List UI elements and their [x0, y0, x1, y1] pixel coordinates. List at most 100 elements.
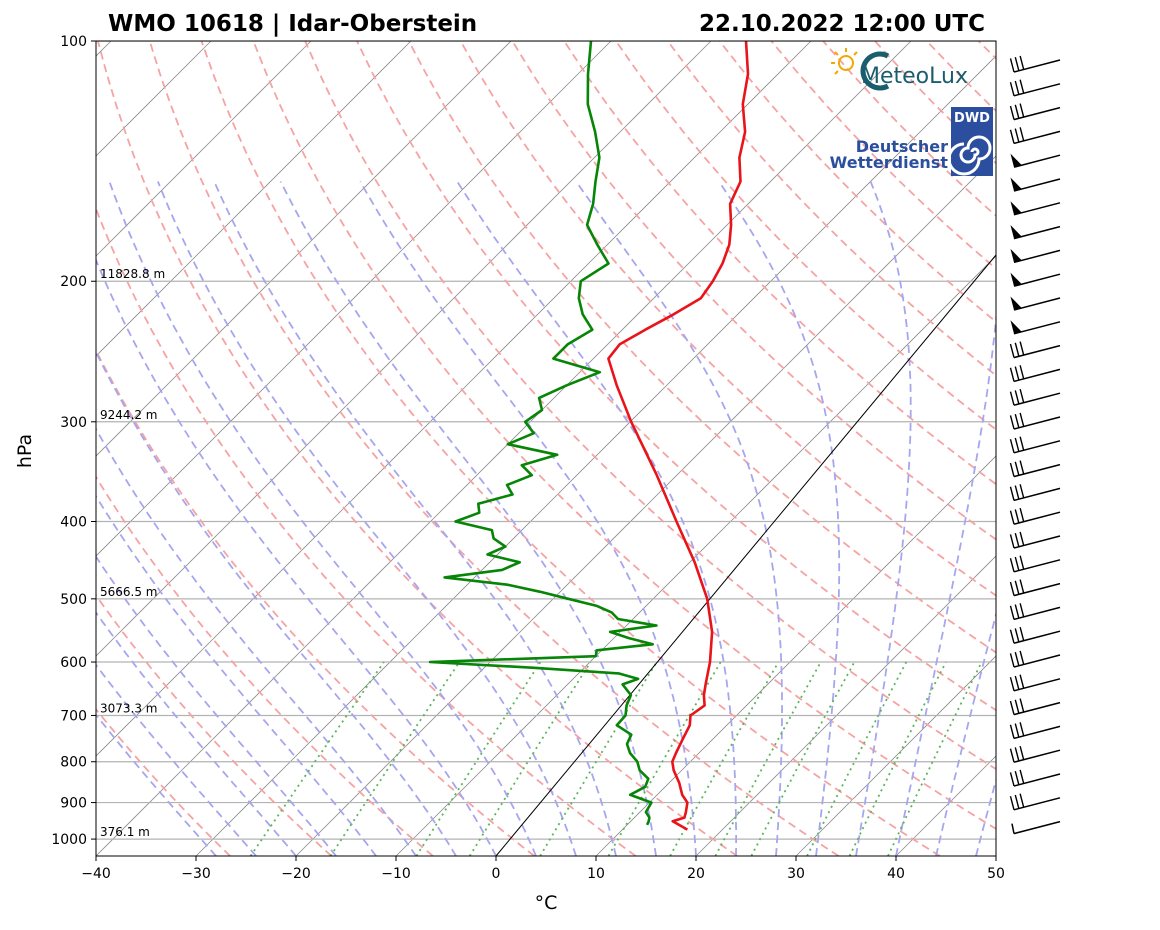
wind-barb-icon [1010, 104, 1060, 120]
wind-barb-icon [1012, 822, 1060, 834]
wind-barb-icon [1010, 484, 1060, 500]
moist-adiabat-line [109, 182, 536, 857]
moist-adiabat-line [576, 182, 782, 857]
dry-adiabat-line [46, 41, 636, 856]
wind-barb-icon [1010, 201, 1060, 215]
wind-barb-icon [1010, 320, 1060, 334]
sun-icon [831, 48, 857, 74]
wind-barb-icon [1010, 154, 1060, 168]
moist-adiabat-line [0, 182, 296, 857]
x-tick-label: 20 [687, 866, 705, 882]
isotherm-line [0, 41, 411, 856]
meteolux-logo: MeteoLux [831, 48, 968, 89]
wind-barb-icon [1010, 225, 1060, 239]
meteolux-wordmark: MeteoLux [861, 64, 968, 89]
wind-barb-icon [1010, 249, 1060, 263]
x-tick-label: 30 [787, 866, 805, 882]
mixing-ratio-line [331, 662, 460, 856]
x-tick-label: 50 [987, 866, 1005, 882]
wind-barb-icon [1010, 389, 1060, 405]
moist-adiabat-line [856, 182, 911, 857]
dry-adiabat-line [0, 41, 331, 856]
wind-barb-icon [1010, 177, 1060, 191]
dwd-name-line2: Wetterdienst [830, 153, 949, 172]
wind-barb-icon [1010, 651, 1060, 667]
height-label: 5666.5 m [100, 585, 158, 599]
dry-adiabat-line [461, 41, 1160, 856]
x-tick-label: −30 [181, 866, 211, 882]
x-tick-label: −40 [81, 866, 111, 882]
wind-barb-icon [1010, 699, 1060, 715]
x-tick-label: 40 [887, 866, 905, 882]
wind-barb-icon [1010, 794, 1060, 810]
y-axis-label: hPa [14, 434, 36, 468]
y-tick-label: 100 [60, 34, 87, 50]
wind-barb-icon [1010, 722, 1060, 738]
x-axis-ticks: −40 −30 −20 −10 0 10 20 30 40 50 [81, 856, 1005, 882]
x-axis-label: °C [535, 892, 558, 914]
y-tick-label: 300 [60, 415, 87, 431]
wind-barb-icon [1010, 556, 1060, 572]
wind-barb-icon [1010, 127, 1060, 143]
mixing-ratio-line [251, 662, 384, 856]
dwd-logo: Deutscher Wetterdienst DWD [830, 107, 993, 176]
wind-barb-icon [1010, 342, 1060, 358]
mixing-ratio-line [417, 662, 541, 856]
x-tick-label: 0 [492, 866, 501, 882]
isotherm-line [0, 41, 311, 856]
y-tick-label: 400 [60, 514, 87, 530]
dewpoint-profile-line [430, 41, 657, 825]
height-labels: 376.1 m 3073.3 m 5666.5 m 9244.2 m 11828.8 m [100, 267, 165, 839]
chart-title-station: WMO 10618 | Idar-Oberstein [108, 11, 477, 37]
moist-adiabat-line [67, 182, 496, 857]
y-tick-label: 800 [60, 755, 87, 771]
wind-barb-icon [1010, 296, 1060, 310]
wind-barb-icon [1010, 273, 1060, 287]
dry-adiabat-line [357, 41, 1160, 856]
wind-barb-icon [1010, 580, 1060, 596]
dry-adiabat-line [0, 41, 534, 856]
y-tick-label: 200 [60, 274, 87, 290]
zero-degree-isotherm [496, 255, 996, 856]
height-label: 9244.2 m [100, 408, 158, 422]
isotherm-line [0, 41, 811, 856]
temperature-profile-line [608, 41, 748, 830]
dwd-badge-text: DWD [954, 111, 990, 126]
wind-barb-icon [1010, 56, 1060, 72]
moist-adiabat-line [0, 182, 216, 857]
x-tick-label: 10 [587, 866, 605, 882]
wind-barb-icon [1010, 627, 1060, 643]
wind-barbs [1010, 56, 1060, 834]
chart-title-datetime: 22.10.2022 12:00 UTC [699, 11, 985, 37]
wind-barb-icon [1010, 603, 1060, 619]
mixing-ratio-line [715, 662, 820, 856]
moist-adiabat-line [158, 182, 576, 857]
y-tick-label: 900 [60, 796, 87, 812]
isotherm-line [396, 41, 1160, 856]
isotherm-line [0, 41, 611, 856]
x-tick-label: −10 [381, 866, 411, 882]
moist-adiabat-line [719, 182, 839, 857]
y-tick-label: 600 [60, 655, 87, 671]
wind-barb-icon [1010, 437, 1060, 453]
mixing-ratio-line [470, 662, 591, 856]
wind-barb-icon [1010, 461, 1060, 477]
dry-adiabat-line [979, 41, 1160, 856]
moist-adiabat-line [976, 182, 1160, 857]
y-tick-label: 1000 [51, 832, 87, 848]
moist-adiabat-line [29, 182, 456, 857]
x-tick-label: −20 [281, 866, 311, 882]
height-label: 11828.8 m [100, 267, 165, 281]
wind-barb-icon [1010, 80, 1060, 96]
wind-barb-icon [1010, 675, 1060, 691]
y-tick-label: 500 [60, 592, 87, 608]
dry-adiabat-line [1030, 41, 1160, 856]
isotherm-line [996, 41, 1160, 856]
isotherm-line [0, 41, 511, 856]
mixing-ratio-line [807, 662, 906, 856]
height-label: 3073.3 m [100, 701, 158, 715]
height-label: 376.1 m [100, 825, 150, 839]
